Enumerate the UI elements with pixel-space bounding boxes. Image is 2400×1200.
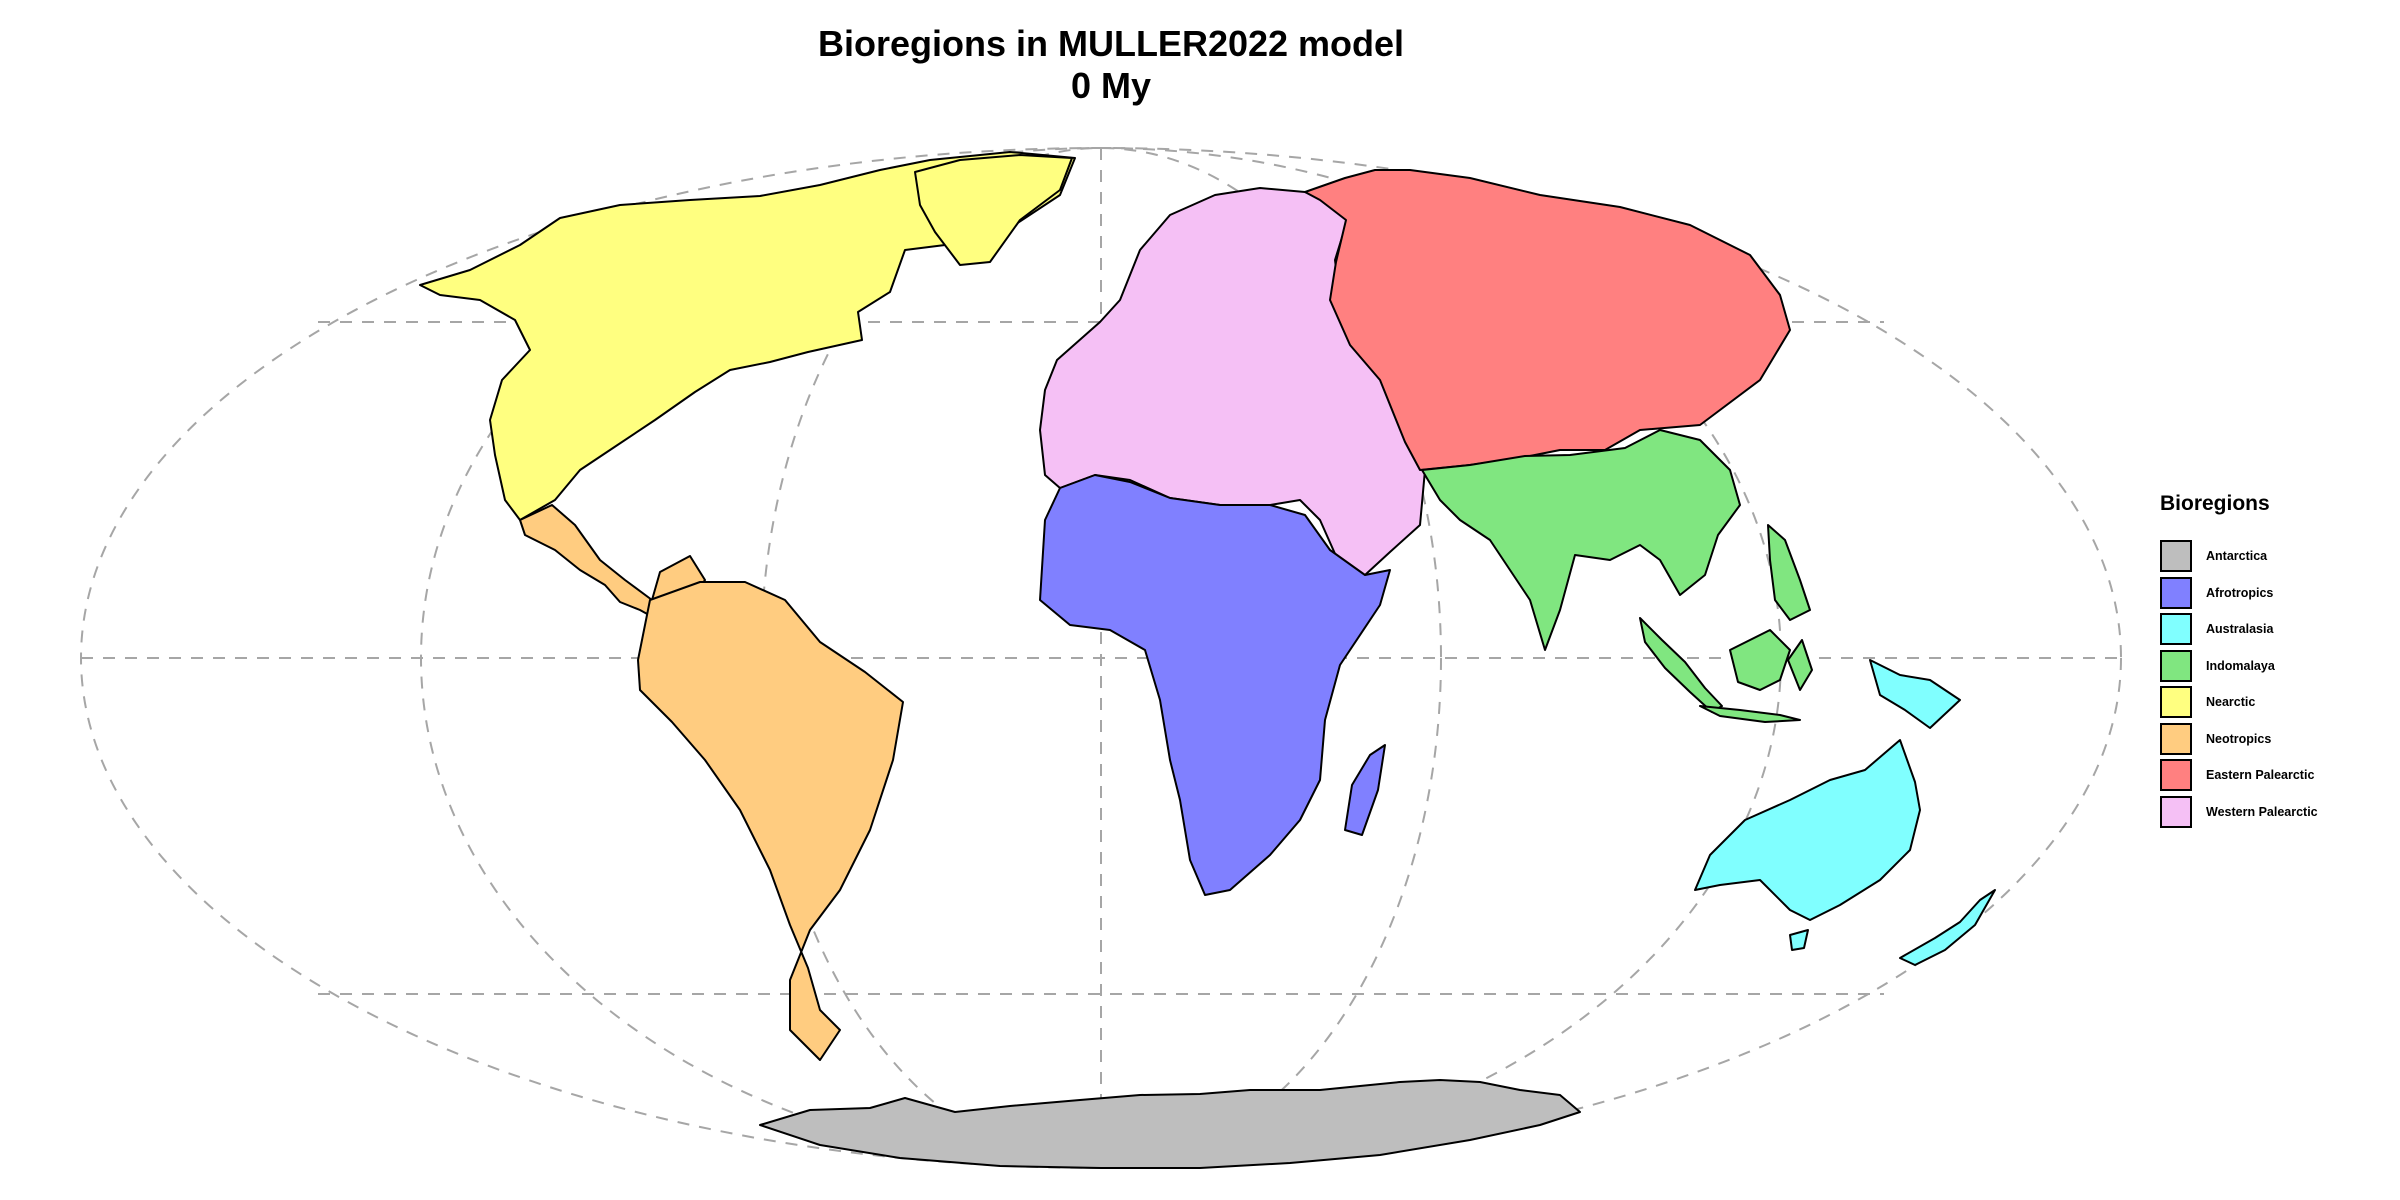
region-australasia-new-guinea	[1869, 659, 1961, 729]
legend-item-western-palearctic: Western Palearctic	[2160, 794, 2390, 831]
region-indomalaya-philippines	[1767, 524, 1811, 621]
map-title: Bioregions in MULLER2022 model	[817, 23, 1405, 64]
region-nearctic-north-america	[419, 151, 1076, 521]
legend-label-western-palearctic: Western Palearctic	[2206, 804, 2318, 819]
region-indomalaya-mainland	[1421, 429, 1741, 651]
legend-swatch-western-palearctic	[2160, 795, 2192, 828]
legend-item-antarctica: Antarctica	[2160, 538, 2390, 575]
legend-swatch-antarctica	[2160, 540, 2192, 573]
legend-item-nearctic: Nearctic	[2160, 684, 2390, 721]
graticule	[80, 147, 2122, 1169]
legend-title: Bioregions	[2160, 492, 2270, 515]
legend-item-afrotropics: Afrotropics	[2160, 575, 2390, 612]
legend: Bioregions Antarctica Afrotropics Austra…	[2160, 492, 2390, 830]
legend-label-afrotropics: Afrotropics	[2206, 585, 2274, 600]
region-indomalaya-borneo	[1729, 629, 1791, 691]
legend-swatch-indomalaya	[2160, 649, 2192, 682]
legend-item-eastern-palearctic: Eastern Palearctic	[2160, 757, 2390, 794]
region-indomalaya-sulawesi	[1787, 639, 1813, 691]
map-subtitle-age: 0 My	[1070, 65, 1152, 106]
region-australasia-new-zealand	[1899, 889, 1996, 966]
legend-swatch-australasia	[2160, 613, 2192, 646]
region-antarctica	[759, 1079, 1581, 1169]
legend-label-nearctic: Nearctic	[2206, 695, 2256, 710]
region-indomalaya-sumatra	[1639, 617, 1723, 713]
legend-swatch-afrotropics	[2160, 576, 2192, 609]
legend-item-indomalaya: Indomalaya	[2160, 648, 2390, 685]
legend-swatch-eastern-palearctic	[2160, 759, 2192, 792]
legend-label-eastern-palearctic: Eastern Palearctic	[2206, 768, 2315, 783]
legend-label-australasia: Australasia	[2206, 622, 2274, 637]
region-australasia-tasmania	[1789, 929, 1809, 951]
region-indomalaya-java	[1699, 705, 1801, 723]
region-eastern-palearctic	[1304, 169, 1791, 471]
legend-swatch-neotropics	[2160, 722, 2192, 755]
legend-item-australasia: Australasia	[2160, 611, 2390, 648]
region-neotropics-south-america	[637, 581, 904, 1061]
region-nearctic-greenland	[914, 154, 1073, 266]
region-australasia-australia	[1694, 739, 1921, 921]
legend-label-antarctica: Antarctica	[2206, 549, 2268, 564]
region-afrotropics-madagascar	[1344, 744, 1386, 836]
legend-label-indomalaya: Indomalaya	[2206, 658, 2275, 673]
legend-swatch-nearctic	[2160, 686, 2192, 719]
region-afrotropics-africa	[1039, 474, 1391, 896]
legend-label-neotropics: Neotropics	[2206, 731, 2272, 746]
legend-item-neotropics: Neotropics	[2160, 721, 2390, 758]
